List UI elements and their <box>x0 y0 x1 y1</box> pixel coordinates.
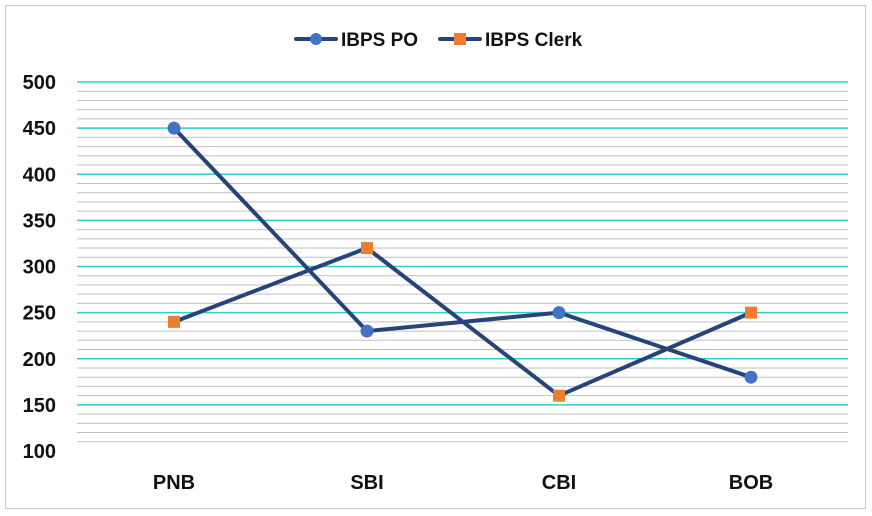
data-point-marker <box>361 242 373 255</box>
x-axis-tick-labels: PNB SBI CBI BOB <box>153 472 773 494</box>
data-point-marker <box>552 306 566 320</box>
x-tick-label: BOB <box>729 472 773 494</box>
data-point-marker <box>360 324 374 338</box>
y-tick-label: 400 <box>23 164 56 186</box>
x-tick-label: SBI <box>350 472 383 494</box>
minor-gridlines <box>77 90 848 443</box>
data-point-marker <box>744 370 758 384</box>
major-gridlines <box>77 81 848 406</box>
legend-label: IBPS PO <box>341 30 418 51</box>
y-tick-label: 450 <box>23 118 56 140</box>
data-point-marker <box>553 389 565 402</box>
data-point-marker <box>167 121 181 135</box>
data-point-marker <box>168 315 180 328</box>
series-lines <box>172 126 753 398</box>
legend-label: IBPS Clerk <box>485 30 583 51</box>
y-tick-label: 100 <box>23 441 56 463</box>
y-tick-label: 150 <box>23 395 56 417</box>
y-axis-tick-labels: 100 150 200 250 300 350 400 450 500 <box>23 72 56 463</box>
legend-marker-swatch <box>310 33 322 45</box>
x-tick-label: CBI <box>542 472 576 494</box>
x-tick-label: PNB <box>153 472 195 494</box>
y-tick-label: 250 <box>23 303 56 325</box>
y-tick-label: 300 <box>23 257 56 279</box>
data-point-marker <box>745 306 757 319</box>
legend: IBPS PO IBPS Clerk <box>294 30 583 51</box>
y-tick-label: 500 <box>23 72 56 94</box>
legend-marker-swatch <box>454 33 466 45</box>
y-tick-label: 350 <box>23 210 56 232</box>
y-tick-label: 200 <box>23 349 56 371</box>
series-markers <box>167 121 758 402</box>
series-line <box>172 246 753 398</box>
